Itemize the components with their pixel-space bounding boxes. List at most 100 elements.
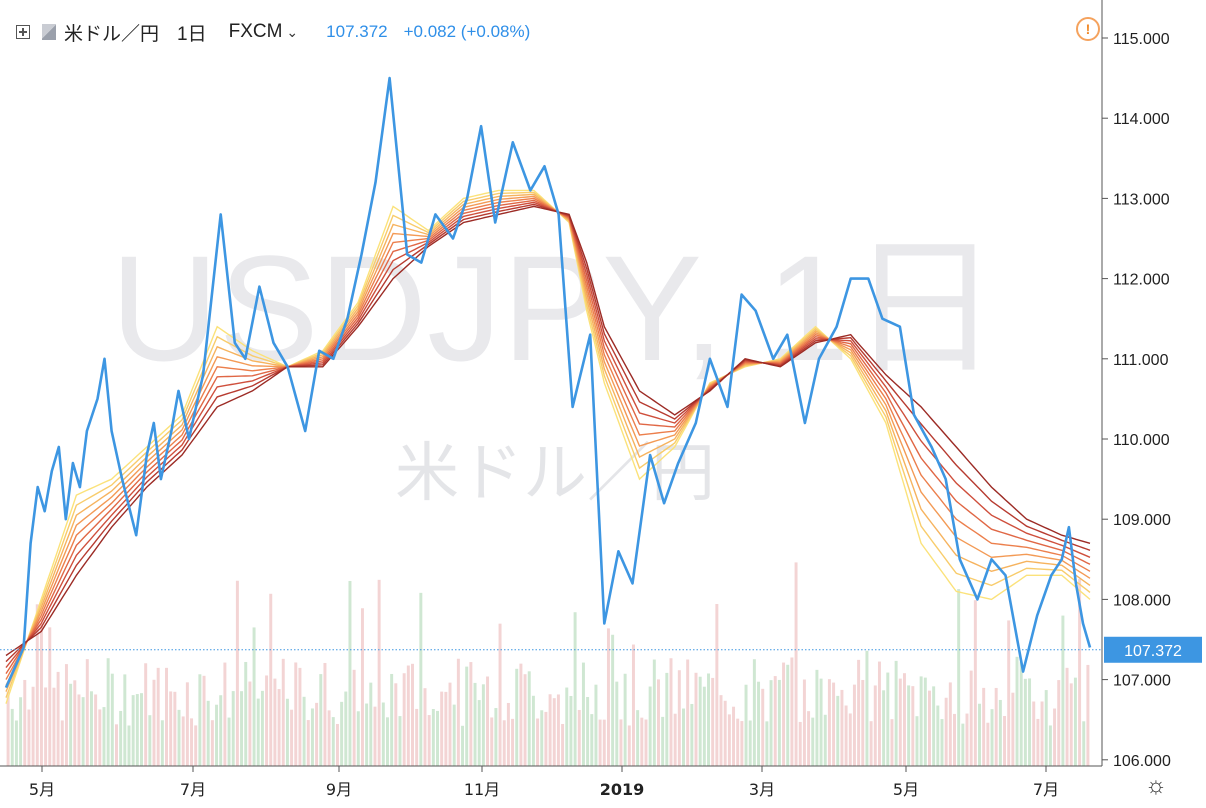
volume-bar: [802, 679, 806, 766]
volume-bar: [206, 700, 210, 766]
volume-bar: [590, 714, 594, 766]
plus-box-icon[interactable]: [16, 25, 30, 39]
volume-bar: [1028, 678, 1032, 766]
volume-bar: [39, 623, 43, 766]
volume-bar: [135, 694, 139, 766]
volume-bar: [761, 688, 765, 766]
volume-bar: [273, 678, 277, 766]
volume-bar: [644, 719, 648, 766]
volume-bar: [948, 682, 952, 766]
volume-bar: [953, 713, 956, 766]
volume-bar: [573, 612, 577, 766]
volume-bar: [77, 694, 81, 766]
time-axis[interactable]: 5月 7月 9月 11月 2019 3月 5月 7月: [29, 766, 1059, 799]
volume-bar: [919, 676, 923, 766]
volume-bar: [64, 664, 68, 766]
volume-bar: [865, 650, 869, 766]
volume-bar: [365, 703, 369, 766]
volume-bar: [786, 664, 790, 766]
volume-bar: [665, 672, 669, 766]
volume-bar: [1082, 721, 1086, 766]
volume-bar: [98, 709, 102, 766]
volume-bar: [185, 682, 189, 766]
volume-bar: [490, 717, 494, 766]
volume-bar: [719, 695, 723, 766]
volume-bar: [990, 709, 994, 766]
ma-line: [5, 203, 1091, 663]
volume-bar: [857, 659, 861, 766]
volume-bar: [415, 708, 419, 766]
exchange[interactable]: FXCM: [228, 21, 283, 42]
volume-bar: [523, 674, 527, 766]
volume-bar: [1057, 680, 1061, 766]
volume-bar: [890, 719, 894, 766]
volume-bar: [294, 662, 298, 766]
last-price: 107.372: [326, 22, 388, 41]
volume-bar: [986, 722, 990, 766]
volume-bar: [807, 711, 811, 766]
last-price-label-bg: [1104, 636, 1202, 663]
volume-bar: [60, 720, 64, 766]
volume-bar: [456, 658, 460, 766]
volume-bar: [448, 682, 452, 766]
volume-bar: [31, 686, 35, 766]
volume-bar: [602, 719, 606, 766]
y-tick-label: 109.000: [1113, 512, 1171, 529]
volume-bar: [231, 691, 235, 766]
volume-bar: [56, 671, 60, 766]
volume-bar: [210, 720, 214, 766]
volume-bar: [123, 674, 127, 766]
volume-bar: [707, 673, 710, 766]
volume-bar: [423, 688, 427, 766]
volume-bar: [411, 663, 414, 766]
volume-bar: [782, 662, 786, 766]
chart-header: 米ドル／円 1日 FXCM ⌄ 107.372 +0.082 (+0.08%): [16, 18, 530, 46]
volume-bar: [1003, 716, 1007, 766]
volume-bar: [877, 661, 881, 766]
volume-bar: [398, 716, 402, 766]
volume-bar: [823, 714, 827, 766]
price-change: +0.082 (+0.08%): [403, 22, 531, 41]
y-tick-label: 113.000: [1113, 191, 1170, 208]
resolution[interactable]: 1日: [177, 23, 207, 45]
y-tick-label: 114.000: [1113, 111, 1170, 128]
volume-bar: [27, 709, 31, 766]
volume-bar: [527, 671, 531, 766]
volume-bar: [469, 662, 473, 766]
volume-bar: [832, 682, 836, 766]
x-tick-label: 7月: [1033, 780, 1059, 799]
last-price-label-text: 107.372: [1124, 643, 1182, 660]
volume-bar: [477, 700, 481, 766]
volume-bar: [657, 679, 660, 766]
volume-bar: [340, 701, 344, 766]
gear-icon[interactable]: ☼: [1145, 772, 1167, 799]
volume-bar: [202, 675, 206, 766]
volume-bar: [811, 717, 815, 766]
volume-bar: [160, 720, 164, 766]
volume-bar: [148, 715, 152, 766]
volume-bar: [511, 718, 515, 766]
volume-bar: [1061, 615, 1065, 766]
volume-bar: [923, 677, 927, 766]
volume-bar: [73, 680, 77, 766]
symbol-name[interactable]: 米ドル／円: [64, 23, 160, 45]
volume-bar: [606, 628, 610, 766]
volume-bar: [836, 695, 840, 766]
volume-bar: [344, 691, 348, 766]
volume-bar: [711, 677, 715, 766]
price-axis[interactable]: 106.000 107.000 108.000 109.000 110.000 111.0…: [1102, 31, 1171, 770]
volume-bar: [744, 684, 748, 766]
chevron-down-icon[interactable]: ⌄: [286, 23, 299, 40]
volume-bar: [790, 657, 794, 766]
volume-bar: [631, 644, 635, 766]
alert-icon[interactable]: !: [1076, 17, 1100, 41]
volume-bar: [869, 721, 873, 766]
volume-bar: [928, 690, 931, 766]
volume-bar: [552, 698, 556, 766]
volume-bar: [427, 715, 431, 766]
volume-bar: [540, 710, 544, 766]
volume-bar: [844, 705, 848, 766]
volume-bar: [748, 720, 752, 766]
volume-bar: [515, 668, 519, 766]
